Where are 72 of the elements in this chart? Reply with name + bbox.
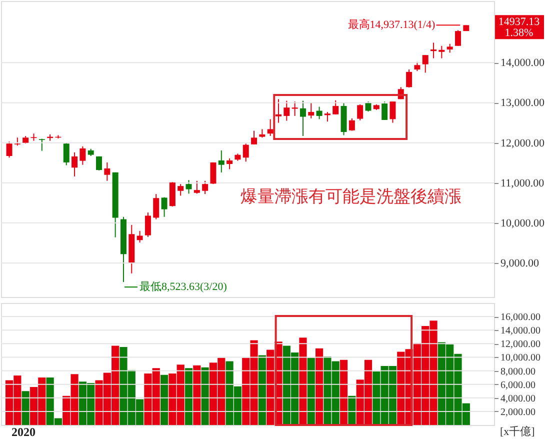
- candlestick: [104, 162, 110, 182]
- candlestick: [332, 100, 339, 115]
- candlestick: [414, 61, 420, 72]
- candlestick: [194, 180, 200, 194]
- candlestick: [422, 54, 428, 74]
- candlestick: [169, 182, 176, 207]
- bar: [258, 355, 266, 425]
- y-tick-label: 10,000.00: [500, 352, 540, 364]
- candlestick: [80, 146, 86, 166]
- y-tick-label: 13,000.00: [500, 97, 545, 110]
- candlestick: [267, 118, 274, 136]
- candlestick: [430, 42, 437, 59]
- y-tick-label: 6,000.00: [500, 380, 536, 391]
- bar: [299, 338, 307, 425]
- annotation: 2020: [11, 425, 36, 439]
- candlestick: [72, 152, 78, 177]
- y-tick-label: 16,000.00: [500, 312, 540, 324]
- candlestick: [324, 111, 330, 122]
- candlestick: [161, 196, 168, 218]
- y-tick-label: 10,000.00: [500, 217, 545, 230]
- candlestick: [96, 156, 102, 171]
- bar: [307, 358, 315, 425]
- candlestick: [284, 100, 290, 122]
- candlestick: [38, 138, 45, 152]
- y-tick-label: 14,000.00: [500, 57, 545, 70]
- bar: [22, 391, 30, 425]
- candlestick: [6, 141, 12, 158]
- bar: [160, 374, 168, 425]
- candlestick: [186, 180, 192, 194]
- y-tick-label: 11,000.00: [500, 177, 545, 190]
- bar: [340, 360, 348, 425]
- candlestick: [308, 102, 314, 119]
- y-tick-label: 9,000.00: [500, 257, 540, 270]
- y-tick-label: 12,000.00: [500, 339, 540, 350]
- bar: [201, 367, 209, 425]
- bar: [193, 365, 201, 425]
- candlestick: [210, 162, 216, 185]
- candlestick: [438, 45, 445, 59]
- y-axis-title: [x千億]: [500, 425, 535, 438]
- annotation: 最高14,937.13(1/4): [348, 18, 436, 32]
- candlestick: [218, 150, 224, 173]
- candlestick: [357, 104, 364, 121]
- candlestick: [63, 142, 70, 166]
- bar: [315, 348, 324, 425]
- text: 14937.13: [498, 16, 540, 28]
- candlestick: [276, 98, 282, 124]
- candlestick: [226, 158, 233, 170]
- candlestick: [365, 101, 372, 112]
- candlestick: [178, 184, 184, 196]
- candlestick: [202, 180, 208, 195]
- candlestick: [406, 68, 412, 88]
- y-tick-label: 8,000.00: [500, 366, 536, 378]
- candlestick: [242, 143, 249, 162]
- candlestick: [454, 30, 461, 46]
- candlestick: [382, 101, 388, 120]
- bar: [184, 368, 193, 425]
- text: 1.38%: [504, 27, 534, 40]
- annotation: 爆量滯漲有可能是洗盤後續漲: [240, 187, 462, 207]
- candlestick: [30, 133, 37, 142]
- candlestick: [251, 130, 258, 145]
- candlestick: [144, 212, 151, 238]
- candlestick: [300, 100, 306, 136]
- y-tick-label: 12,000.00: [500, 137, 545, 150]
- y-tick-label: 14,000.00: [500, 326, 540, 337]
- candlestick: [136, 230, 143, 244]
- y-tick-label: 4,000.00: [500, 393, 536, 404]
- candlestick: [316, 106, 322, 120]
- annotation: 最低8,523.63(3/20): [139, 281, 228, 294]
- candlestick: [390, 101, 396, 124]
- candlestick: [153, 194, 160, 220]
- y-tick-label: 2,000.00: [500, 406, 536, 418]
- candlestick: [348, 118, 355, 132]
